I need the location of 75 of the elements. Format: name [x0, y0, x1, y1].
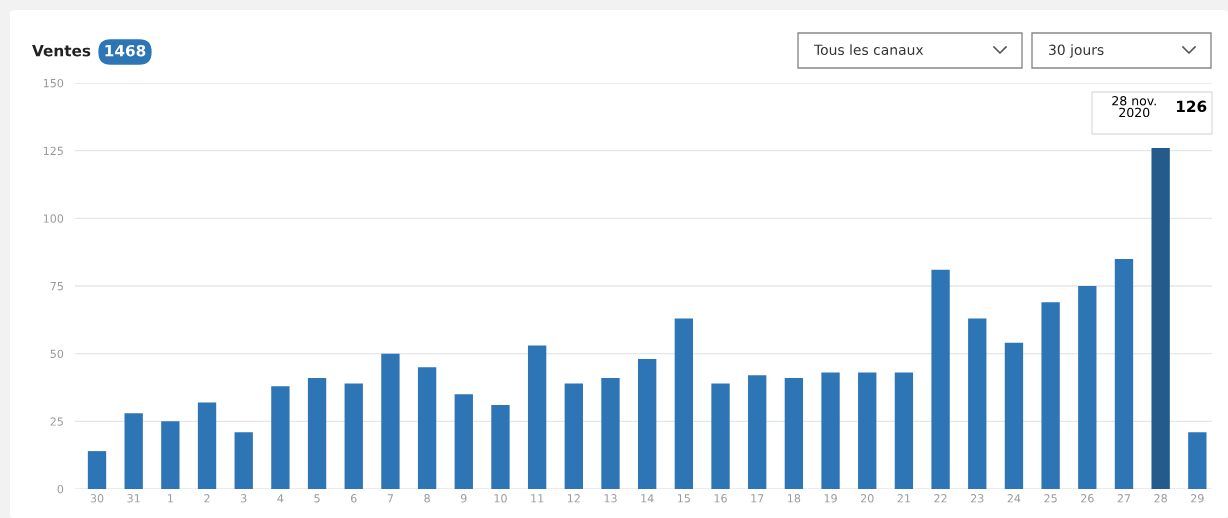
bar	[858, 372, 877, 489]
bar	[1114, 258, 1134, 489]
x-tick-label: 16	[714, 494, 727, 503]
x-tick-label: 13	[604, 494, 617, 503]
y-tick-label: 150	[43, 78, 64, 88]
annotation: 126	[1176, 100, 1207, 113]
bar	[381, 353, 400, 489]
x-tick-label: 29	[1191, 494, 1204, 503]
bar	[638, 359, 657, 489]
bar	[601, 378, 620, 489]
bar	[564, 383, 583, 489]
x-tick-label: 24	[1007, 494, 1021, 503]
x-tick-label: 27	[1117, 494, 1131, 503]
x-tick-label: 17	[751, 494, 764, 503]
bar	[527, 345, 547, 489]
bar	[344, 383, 363, 489]
annotation: 28 nov. 2020	[1112, 96, 1156, 118]
x-tick-label: 20	[860, 494, 874, 503]
y-tick-label: 100	[43, 214, 64, 223]
y-tick-label: 125	[43, 146, 63, 156]
bar	[87, 451, 107, 489]
x-tick-label: 10	[494, 494, 507, 503]
bar	[161, 421, 180, 489]
x-tick-label: 28	[1154, 494, 1167, 503]
x-tick-label: 22	[934, 494, 947, 503]
chart-title: Ventes	[32, 45, 91, 57]
x-tick-label: 26	[1081, 494, 1094, 503]
x-tick-label: 18	[788, 494, 801, 503]
y-tick-label: 25	[50, 417, 63, 426]
bar	[1151, 147, 1170, 489]
y-tick-label: 75	[50, 282, 63, 291]
bar	[307, 378, 327, 489]
bar	[197, 402, 217, 489]
x-tick-label: 19	[824, 494, 837, 503]
chart-subtitle: 1468	[105, 44, 146, 57]
bar	[748, 375, 767, 489]
bar	[674, 318, 694, 489]
x-tick-label: 3	[241, 494, 247, 503]
x-tick-label: 23	[971, 494, 984, 503]
x-tick-label: 8	[424, 494, 430, 503]
x-tick-label: 1	[168, 494, 173, 503]
x-tick-label: 5	[314, 494, 320, 503]
text: 30 jours	[1049, 44, 1104, 58]
bar	[821, 372, 840, 489]
x-tick-label: 31	[127, 494, 140, 503]
bar	[1004, 342, 1024, 489]
x-tick-label: 7	[387, 494, 394, 503]
bar	[711, 383, 730, 489]
x-tick-label: 25	[1044, 494, 1057, 503]
bar	[1041, 302, 1060, 489]
x-tick-label: 14	[641, 494, 654, 503]
bar	[784, 378, 804, 489]
bar	[417, 367, 437, 489]
bar	[234, 432, 253, 489]
bar	[968, 318, 987, 489]
bar	[454, 394, 473, 489]
bar	[931, 269, 950, 489]
x-tick-label: 21	[897, 494, 910, 503]
bar	[894, 372, 914, 489]
bar	[271, 386, 290, 489]
bar	[1188, 432, 1207, 489]
bar	[124, 413, 143, 489]
x-tick-label: 11	[531, 494, 544, 503]
x-tick-label: 4	[277, 494, 284, 503]
x-tick-label: 9	[460, 494, 467, 503]
x-tick-label: 12	[567, 494, 580, 503]
x-tick-label: 6	[350, 494, 357, 503]
text: Tous les canaux	[813, 44, 924, 56]
x-tick-label: 2	[204, 494, 210, 503]
bar	[1078, 286, 1097, 489]
y-tick-label: 0	[57, 484, 64, 494]
x-tick-label: 30	[90, 494, 104, 503]
bar	[491, 405, 510, 489]
x-tick-label: 15	[678, 494, 690, 503]
y-tick-label: 50	[50, 349, 64, 359]
